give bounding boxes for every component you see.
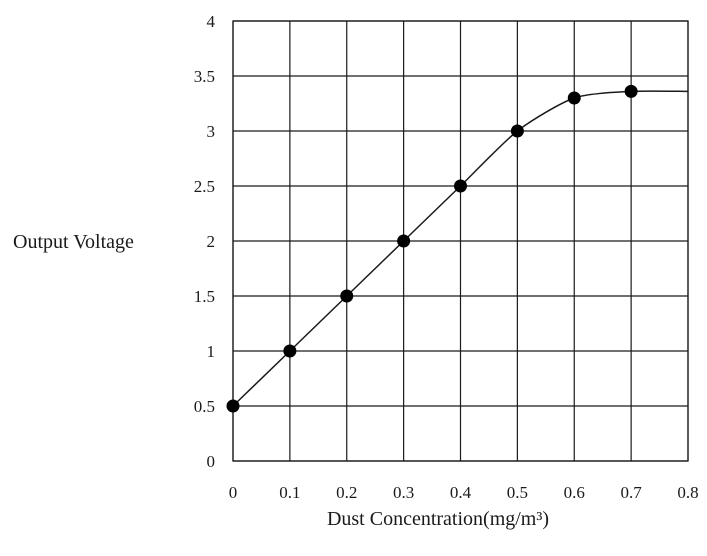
x-tick-label: 0.1 xyxy=(279,483,300,502)
data-point xyxy=(624,84,638,98)
x-tick-label: 0.5 xyxy=(507,483,528,502)
x-axis-title: Dust Concentration(mg/m³) xyxy=(327,508,549,530)
data-markers xyxy=(226,84,638,413)
y-tick-label: 3 xyxy=(207,122,216,141)
x-tick-label: 0.8 xyxy=(677,483,698,502)
y-axis-title: Output Voltage xyxy=(13,231,134,253)
data-point xyxy=(340,289,354,303)
data-point xyxy=(283,344,297,358)
y-tick-label: 2 xyxy=(207,232,216,251)
data-point xyxy=(226,399,240,413)
data-point xyxy=(454,179,467,193)
y-tick-label: 1 xyxy=(207,342,216,361)
x-tick-label: 0.3 xyxy=(393,483,414,502)
y-tick-label: 0.5 xyxy=(194,397,215,416)
x-tick-label: 0.4 xyxy=(450,483,472,502)
y-tick-label: 1.5 xyxy=(194,287,215,306)
data-point xyxy=(567,91,581,105)
y-tick-label: 4 xyxy=(207,12,216,31)
grid xyxy=(232,20,689,462)
y-tick-label: 3.5 xyxy=(194,67,215,86)
x-tick-label: 0.2 xyxy=(336,483,357,502)
x-tick-label: 0.6 xyxy=(564,483,585,502)
x-axis-tick-labels: 0 0.1 0.2 0.3 0.4 0.5 0.6 0.7 0.8 xyxy=(229,483,699,502)
y-axis-tick-labels: 0 0.5 1 1.5 2 2.5 3 3.5 4 xyxy=(194,12,216,471)
plot-frame xyxy=(232,20,689,462)
x-tick-label: 0.7 xyxy=(621,483,643,502)
y-tick-label: 2.5 xyxy=(194,177,215,196)
data-point xyxy=(510,124,524,138)
data-point xyxy=(397,234,411,248)
y-tick-label: 0 xyxy=(207,452,216,471)
x-tick-label: 0 xyxy=(229,483,238,502)
